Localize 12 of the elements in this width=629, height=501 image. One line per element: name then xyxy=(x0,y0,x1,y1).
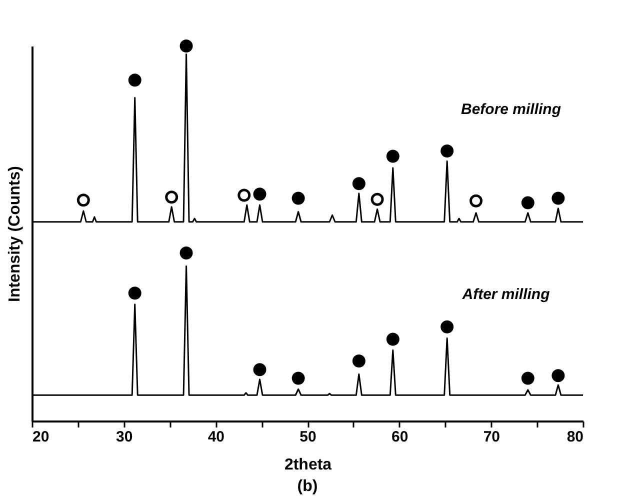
annotation: Before milling xyxy=(460,101,562,118)
y-axis-title: Intensity (Counts) xyxy=(6,166,24,302)
x-tick-label: 30 xyxy=(116,428,133,446)
x-tick-label: 50 xyxy=(300,428,316,446)
x-axis-title: 2theta xyxy=(284,456,332,474)
x-tick-label: 80 xyxy=(566,428,584,446)
x-tick-label: 60 xyxy=(391,428,408,446)
annotation: After milling xyxy=(461,286,550,303)
text: (b) xyxy=(297,478,318,495)
x-tick-label: 70 xyxy=(483,428,500,446)
x-tick-label: 20 xyxy=(32,428,50,446)
x-tick-label: 40 xyxy=(208,428,225,446)
